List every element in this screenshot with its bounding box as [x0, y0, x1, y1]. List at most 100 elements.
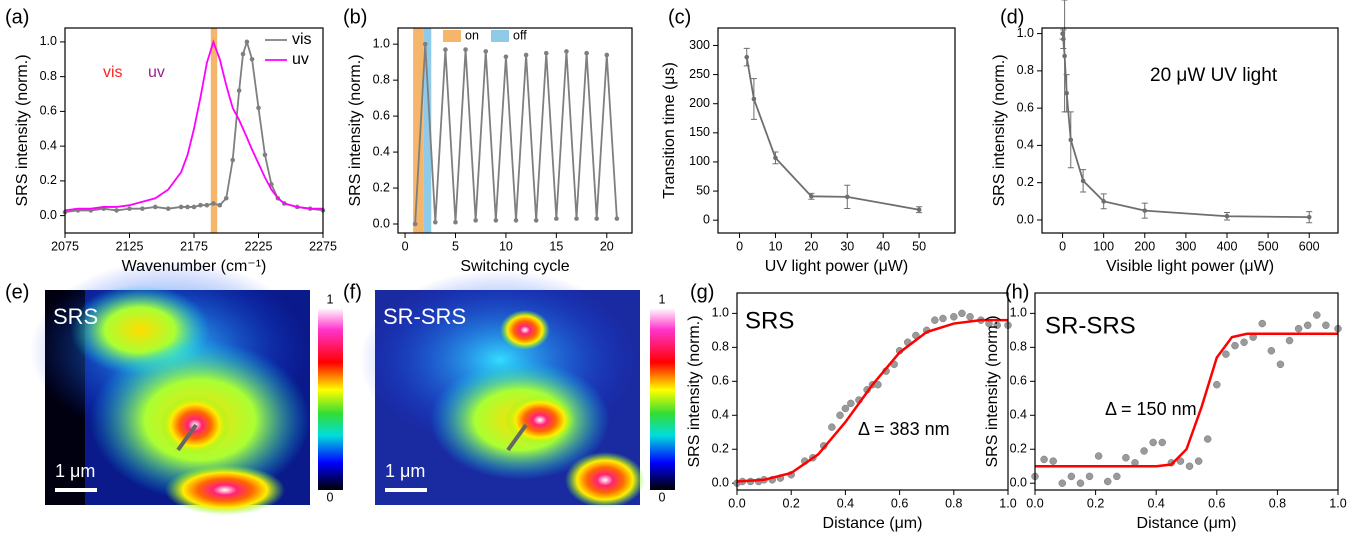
- panel-label: (c): [668, 6, 691, 28]
- marker: [1058, 479, 1067, 487]
- x-tick-label: 0.2: [783, 496, 800, 510]
- x-tick-label: 300: [1175, 239, 1196, 253]
- marker: [1142, 208, 1148, 213]
- y-tick-label: 0.6: [40, 104, 57, 118]
- marker: [453, 219, 458, 225]
- marker: [523, 52, 529, 58]
- y-axis-label: SRS intensity (norm.): [14, 54, 31, 206]
- y-tick-label: 300: [689, 38, 710, 52]
- panel: (c) 0 10 20 30 40 50 0 50 100 150 200 250 300 UV light…: [661, 6, 956, 275]
- x-tick-label: 10: [499, 239, 513, 253]
- x-tick-label: 1.0: [999, 496, 1016, 510]
- y-tick-label: 0.2: [40, 173, 57, 187]
- marker: [1322, 321, 1330, 330]
- marker: [751, 96, 757, 102]
- legend-label: uv: [292, 51, 309, 68]
- marker: [140, 206, 145, 211]
- series-line: [745, 56, 920, 211]
- marker: [463, 47, 468, 52]
- y-tick-label: 0.6: [373, 108, 390, 122]
- marker: [1101, 199, 1106, 204]
- y-tick-label: 1.0: [40, 34, 57, 48]
- panel-label: (g): [690, 281, 714, 303]
- y-tick-label: 0.0: [373, 216, 390, 230]
- x-tick-label: 600: [1299, 239, 1320, 253]
- y-tick-label: 0.8: [40, 69, 57, 83]
- marker: [841, 404, 850, 413]
- marker: [1062, 53, 1067, 59]
- marker: [412, 221, 418, 227]
- marker: [966, 313, 974, 321]
- y-tick-label: 0: [703, 212, 710, 226]
- marker: [1067, 472, 1076, 481]
- y-tick-label: 0.4: [373, 144, 390, 158]
- x-tick-label: 0: [736, 239, 743, 253]
- annotation: Δ = 150 nm: [1105, 399, 1197, 419]
- panel-label: (d): [1000, 6, 1024, 28]
- plot-frame: [1034, 292, 1339, 491]
- marker: [993, 321, 1001, 330]
- colorbar-label: 1: [659, 292, 666, 306]
- marker: [422, 41, 428, 47]
- x-axis-label: UV light power (μW): [765, 258, 908, 275]
- marker: [847, 399, 855, 408]
- marker: [153, 204, 158, 210]
- marker: [604, 52, 610, 58]
- y-axis-label: SRS intensity (norm.): [984, 315, 1001, 467]
- marker: [874, 380, 882, 389]
- marker: [230, 157, 235, 163]
- marker: [503, 54, 509, 60]
- marker: [198, 202, 203, 208]
- x-tick-label: 2125: [116, 239, 144, 253]
- marker: [1194, 457, 1203, 465]
- image-title: SRS: [53, 304, 98, 329]
- marker: [916, 207, 922, 213]
- x-axis-label: Wavenumber (cm⁻¹): [122, 258, 267, 275]
- y-tick-label: 0.6: [712, 374, 729, 388]
- marker: [191, 204, 197, 210]
- marker: [1140, 447, 1148, 455]
- scale-bar-label: 1 μm: [55, 461, 95, 481]
- y-tick-label: 0.4: [1010, 408, 1027, 422]
- plot-frame: [717, 27, 956, 234]
- marker: [1040, 455, 1048, 464]
- x-axis-label: Switching cycle: [460, 258, 569, 275]
- panel: (g) 0.0 0.2 0.4 0.6 0.8 1.0 0.0 0.2 0.4 0.6 0.8 1.0 D…: [686, 281, 1017, 532]
- marker: [844, 194, 850, 200]
- panel: (a) 2075 2125 2175 2225 2275 0.0 0.2 0.4 0.6 0.8 1.…: [5, 6, 337, 275]
- y-tick-label: 0.0: [1010, 476, 1027, 490]
- marker: [1258, 319, 1266, 328]
- marker: [614, 216, 620, 221]
- y-tick-label: 0.8: [373, 72, 390, 86]
- marker: [1185, 462, 1194, 470]
- y-tick-label: 250: [689, 67, 710, 81]
- y-tick-label: 100: [689, 154, 710, 168]
- marker: [939, 314, 947, 323]
- marker: [211, 201, 216, 206]
- panel-label: (f): [343, 281, 362, 303]
- marker: [127, 206, 132, 211]
- marker: [249, 56, 255, 62]
- marker: [1122, 453, 1130, 462]
- marker: [574, 216, 579, 221]
- x-tick-label: 0.8: [1269, 496, 1286, 510]
- annotation: SRS: [745, 307, 794, 334]
- y-tick-label: 0.2: [1017, 175, 1034, 189]
- y-tick-label: 0.2: [1010, 442, 1027, 456]
- y-tick-label: 0.2: [712, 442, 729, 456]
- y-tick-label: 0.4: [1017, 138, 1034, 152]
- y-tick-label: 1.0: [1010, 306, 1027, 320]
- marker: [443, 47, 448, 52]
- x-tick-label: 0.6: [891, 496, 908, 510]
- marker: [958, 309, 966, 318]
- marker: [1267, 346, 1276, 355]
- x-tick-label: 20: [600, 239, 614, 253]
- x-tick-label: 40: [876, 239, 890, 253]
- annotation: vis: [103, 64, 123, 81]
- marker: [1303, 321, 1312, 330]
- panel: (b) on off 0 5 10 15 20 0.0 0.2 0.4 0.6 0.8 1.0 Switch…: [343, 6, 633, 275]
- marker: [931, 316, 939, 324]
- marker: [513, 218, 519, 223]
- colorbar-label: 0: [659, 490, 666, 504]
- series-line: [1061, 33, 1310, 219]
